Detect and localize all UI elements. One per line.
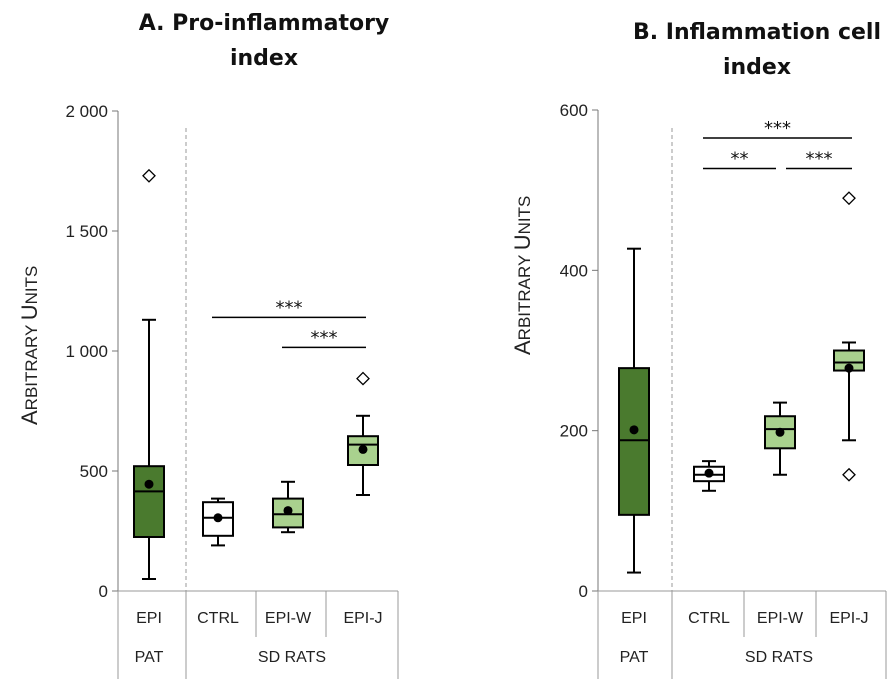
category-label: EPI-W [757,610,804,627]
mean-point [358,444,368,454]
chart-title-line: A. Pro-inflammatory [139,11,390,36]
significance-label: *** [311,327,338,348]
y-tick-label: 400 [560,261,588,280]
significance-label: ** [731,149,749,170]
box-epi [133,168,165,580]
mean-point [704,468,714,478]
y-axis-label-initial: A [510,340,535,355]
chart-title-line: index [723,55,791,80]
y-axis-label: ARBITRARY UNITS [17,266,42,425]
box-iqr [133,465,165,539]
box-epi-w [764,401,796,476]
group-label: PAT [135,649,164,666]
box-epi-j [347,371,379,496]
significance-bar: *** [703,118,852,139]
y-tick-label: 0 [99,582,108,601]
chart-title-line: B. Inflammation cell [633,20,881,45]
y-tick-label: 2 000 [65,102,108,121]
significance-bar: ** [703,149,776,170]
category-label: CTRL [688,610,730,627]
outlier-point [356,371,370,386]
y-tick-label: 500 [80,462,108,481]
category-label: EPI-J [829,610,868,627]
box-epi [618,247,650,574]
y-axis-label-initial: U [17,304,42,320]
box-iqr [618,367,650,516]
significance-bar: *** [786,149,852,170]
y-tick-label: 1 500 [65,222,108,241]
y-axis-label: ARBITRARY UNITS [510,196,535,355]
outlier-point [842,191,856,206]
significance-label: *** [276,297,303,318]
box-ctrl [693,460,725,492]
y-axis-label-rest: RBITRARY [22,320,41,410]
chart-a: A. Pro-inflammatory index ARBITRARY UNITS 0… [17,11,399,679]
outlier-point [142,168,156,183]
y-axis-label-initial: U [510,234,535,250]
outlier-point [842,467,856,482]
y-axis-label-rest: NITS [22,266,41,305]
box-epi-j [833,191,865,482]
category-label: EPI-J [343,610,382,627]
mean-point [629,425,639,435]
group-label: SD RATS [258,649,326,666]
chart-b: B. Inflammation cell index ARBITRARY UNITS… [510,20,887,679]
category-label: EPI [136,610,162,627]
box-epi-w [272,480,304,534]
y-axis-label-initial: A [17,410,42,425]
chart-title-line: index [230,46,298,71]
mean-point [775,427,785,437]
y-axis-label-rest: RBITRARY [515,250,534,340]
mean-point [844,363,854,373]
group-label: SD RATS [745,649,813,666]
significance-bar: *** [212,297,366,318]
group-label: PAT [620,649,649,666]
y-tick-label: 600 [560,101,588,120]
significance-label: *** [764,118,791,139]
y-tick-label: 200 [560,422,588,441]
y-tick-label: 1 000 [65,342,108,361]
y-axis-label-rest: NITS [515,196,534,235]
category-label: EPI [621,610,647,627]
box-ctrl [202,497,234,547]
mean-point [213,513,223,523]
significance-label: *** [806,149,833,170]
significance-bar: *** [282,327,366,348]
category-label: EPI-W [265,610,312,627]
y-tick-label: 0 [579,582,588,601]
mean-point [144,479,154,489]
category-label: CTRL [197,610,239,627]
mean-point [283,506,293,516]
